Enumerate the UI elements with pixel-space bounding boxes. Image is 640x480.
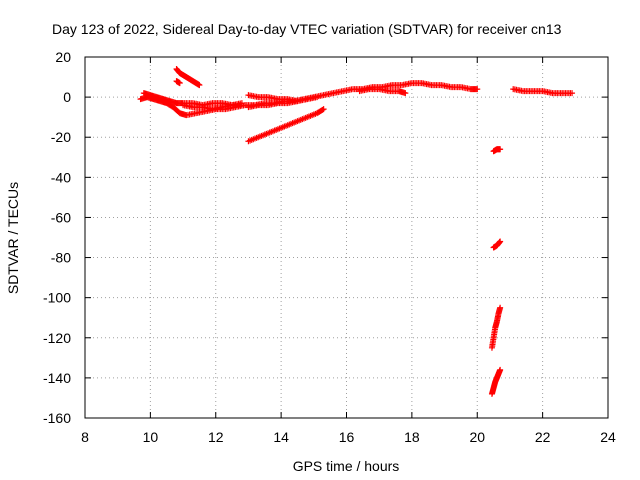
data-point — [176, 80, 183, 87]
x-tick-label: 12 — [208, 429, 224, 445]
series-arc-12 — [490, 238, 504, 251]
y-tick-label: -120 — [43, 330, 71, 346]
data-point — [314, 94, 321, 101]
series-arc-10 — [510, 86, 576, 97]
y-tick-label: -60 — [51, 209, 71, 225]
data-point — [320, 106, 327, 113]
y-tick-label: -40 — [51, 169, 71, 185]
data-point — [569, 90, 576, 97]
data-point — [238, 102, 245, 109]
x-tick-label: 18 — [404, 429, 420, 445]
y-tick-label: -80 — [51, 250, 71, 266]
data-point — [497, 238, 504, 245]
chart-title: Day 123 of 2022, Sidereal Day-to-day VTE… — [52, 21, 562, 37]
x-tick-label: 16 — [339, 429, 355, 445]
series-arc-9 — [356, 86, 409, 97]
series-arc-8 — [245, 106, 327, 145]
plot-frame — [84, 56, 609, 419]
y-tick-label: -20 — [51, 129, 71, 145]
series-arc-7 — [245, 94, 321, 111]
data-point — [497, 146, 504, 153]
y-tick-label: -100 — [43, 290, 71, 306]
x-tick-label: 10 — [143, 429, 159, 445]
data-point — [402, 90, 409, 97]
y-tick-label: -140 — [43, 370, 71, 386]
series-arc-4 — [173, 78, 183, 87]
data-point — [319, 106, 326, 113]
series-arc-11 — [490, 146, 504, 155]
y-tick-label: 0 — [63, 89, 71, 105]
x-tick-label: 24 — [600, 429, 616, 445]
series-arc-3 — [173, 66, 203, 89]
x-axis-title: GPS time / hours — [293, 458, 400, 474]
y-tick-label: -160 — [43, 410, 71, 426]
y-tick-label: 20 — [55, 49, 71, 65]
data-point — [474, 86, 481, 93]
data-points — [137, 66, 576, 397]
data-point — [497, 304, 504, 311]
x-tick-label: 22 — [535, 429, 551, 445]
data-point — [497, 366, 504, 373]
axis-ticks: 8 10 12 14 16 18 20 22 24 20 0 -20 -40 -60 -80 -100 -120… — [43, 49, 616, 445]
x-tick-label: 14 — [273, 429, 289, 445]
grid-lines — [85, 57, 608, 418]
x-tick-label: 8 — [81, 429, 89, 445]
y-axis-title: SDTVAR / TECUs — [5, 182, 21, 294]
series-arc-14 — [488, 366, 504, 397]
series-arc-13 — [488, 304, 504, 351]
data-point — [196, 82, 203, 89]
series-arc-5 — [180, 102, 245, 113]
x-tick-label: 20 — [469, 429, 485, 445]
